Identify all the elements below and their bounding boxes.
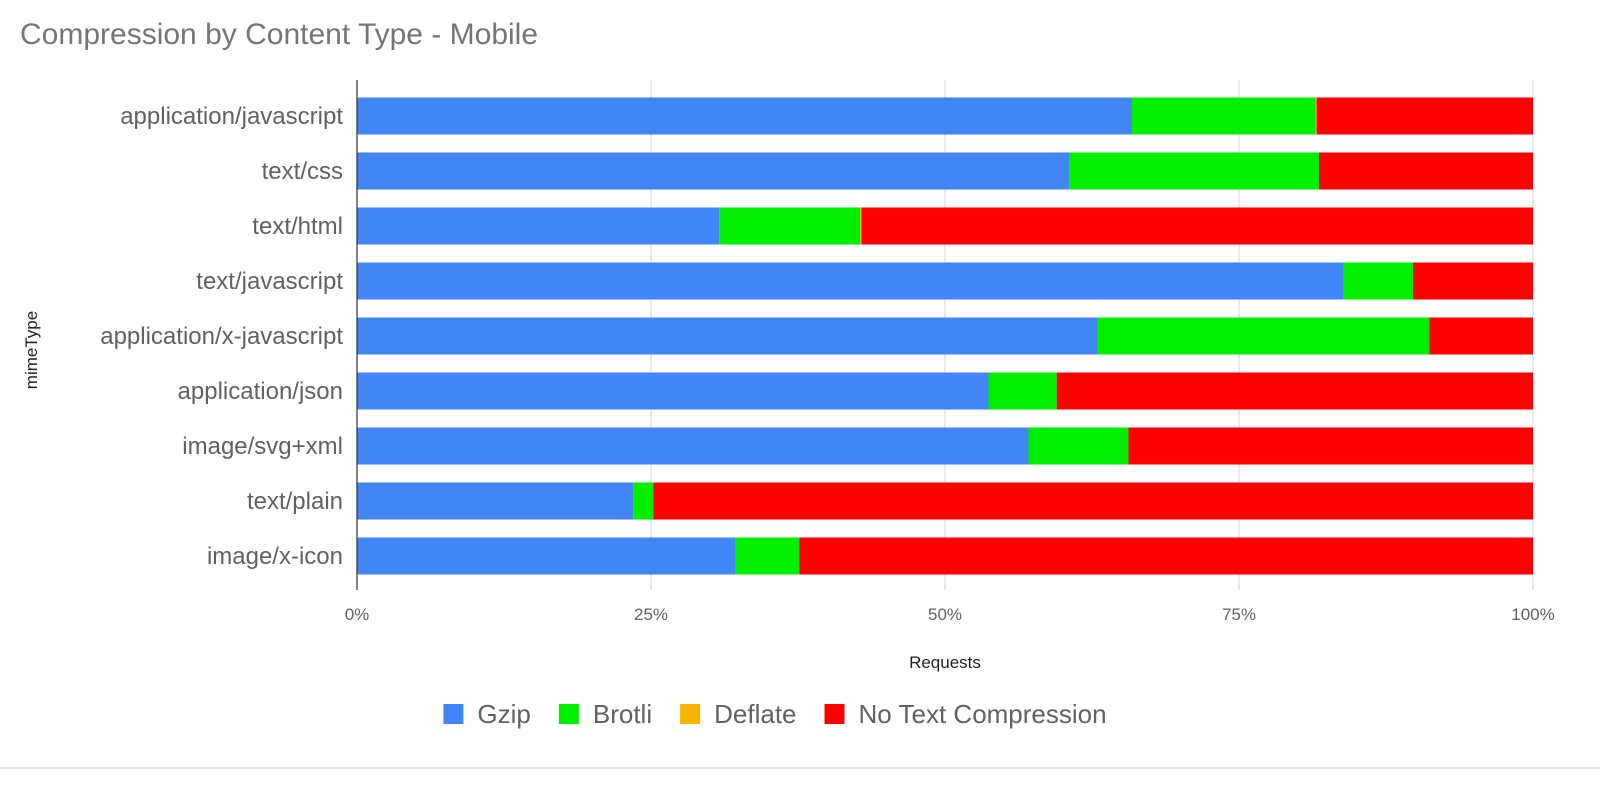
bar-segment-brotli xyxy=(633,482,654,520)
legend-item-no-text-compression[interactable]: No Text Compression xyxy=(824,699,1107,729)
bar-segment-no-text-compression xyxy=(1318,152,1533,190)
bar-segment-no-text-compression xyxy=(653,482,1533,520)
y-axis-title: mimeType xyxy=(22,311,41,389)
bar-segment-no-text-compression xyxy=(1128,427,1533,465)
bar-segment-gzip xyxy=(357,372,989,410)
x-tick-label: 100% xyxy=(1511,605,1554,624)
bar-segment-gzip xyxy=(357,317,1098,355)
category-label: application/json xyxy=(178,378,343,405)
legend: Gzip Brotli Deflate No Text Compression xyxy=(443,699,1107,729)
bar-segment-deflate xyxy=(860,207,862,245)
bar-segment-brotli xyxy=(1028,427,1129,465)
bar-segment-no-text-compression xyxy=(1316,97,1533,135)
bar-segment-no-text-compression xyxy=(861,207,1533,245)
bar-segment-brotli xyxy=(1069,152,1319,190)
bar-segment-gzip xyxy=(357,482,634,520)
category-label: text/html xyxy=(252,213,343,240)
category-label: application/javascript xyxy=(120,103,343,130)
bar-segment-gzip xyxy=(357,427,1029,465)
bars xyxy=(357,97,1533,575)
legend-label: Brotli xyxy=(593,699,652,729)
legend-label: Deflate xyxy=(714,699,796,729)
bar-segment-no-text-compression xyxy=(1413,262,1533,300)
legend-item-brotli[interactable]: Brotli xyxy=(558,699,652,729)
legend-swatch xyxy=(680,704,701,724)
x-tick-label: 75% xyxy=(1222,605,1256,624)
legend-swatch xyxy=(824,704,845,724)
bar-segment-gzip xyxy=(357,262,1344,300)
legend-label: No Text Compression xyxy=(859,699,1107,729)
legend-swatch xyxy=(443,704,464,724)
x-tick-label: 25% xyxy=(634,605,668,624)
chart-title: Compression by Content Type - Mobile xyxy=(20,18,539,51)
x-tick-label: 0% xyxy=(345,605,370,624)
bar-segment-gzip xyxy=(357,537,736,575)
bar-segment-brotli xyxy=(735,537,800,575)
bar-segment-brotli xyxy=(1097,317,1430,355)
bar-segment-deflate xyxy=(1315,97,1317,135)
bar-segment-no-text-compression xyxy=(1429,317,1533,355)
bar-segment-no-text-compression xyxy=(799,537,1533,575)
category-label: text/javascript xyxy=(196,268,343,295)
axes xyxy=(0,80,1600,769)
bar-segment-gzip xyxy=(357,207,720,245)
legend-item-gzip[interactable]: Gzip xyxy=(443,699,531,729)
category-label: text/css xyxy=(262,158,343,185)
category-label: image/x-icon xyxy=(207,543,343,570)
category-label: image/svg+xml xyxy=(182,433,343,460)
bar-segment-gzip xyxy=(357,152,1070,190)
legend-label: Gzip xyxy=(477,699,530,729)
category-label: application/x-javascript xyxy=(100,323,343,350)
category-label: text/plain xyxy=(247,488,343,515)
bar-segment-brotli xyxy=(1343,262,1414,300)
x-axis-title: Requests xyxy=(909,653,981,672)
legend-item-deflate[interactable]: Deflate xyxy=(680,699,797,729)
bar-segment-brotli xyxy=(1131,97,1316,135)
x-tick-label: 50% xyxy=(928,605,962,624)
labels: 0% 25% 50% 75% 100% application/javascript tex… xyxy=(22,103,1555,672)
bar-segment-brotli xyxy=(988,372,1057,410)
legend-swatch xyxy=(558,704,579,724)
bar-segment-brotli xyxy=(719,207,861,245)
bar-segment-no-text-compression xyxy=(1056,372,1533,410)
bar-segment-gzip xyxy=(357,97,1132,135)
